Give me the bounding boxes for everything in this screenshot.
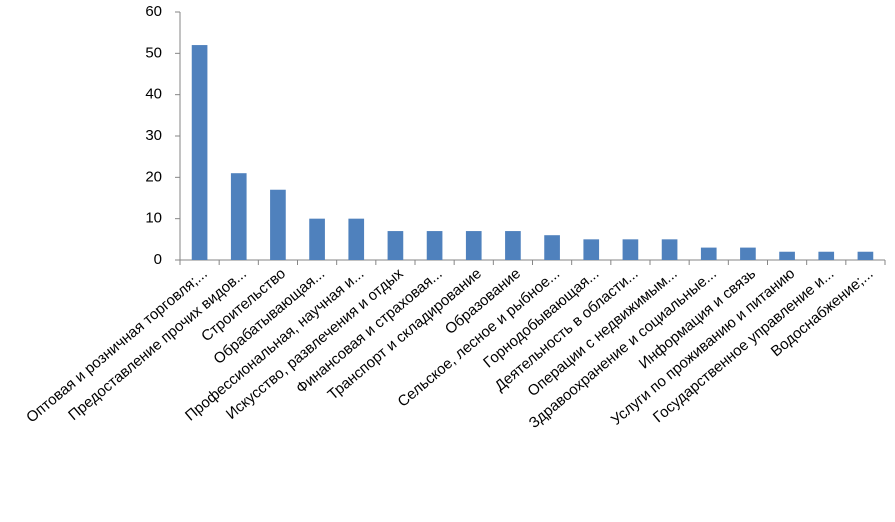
bar — [661, 239, 678, 260]
y-tick-label: 10 — [145, 210, 162, 227]
bar — [191, 45, 208, 260]
y-tick-label: 20 — [145, 168, 162, 185]
y-tick-label: 0 — [154, 251, 162, 268]
y-tick-label: 60 — [145, 3, 162, 20]
bar — [270, 189, 286, 260]
bar — [818, 251, 835, 260]
bar — [426, 231, 443, 260]
y-tick-label: 40 — [145, 86, 162, 103]
bar — [583, 239, 600, 260]
x-tick-label: Оптовая и розничная торговля;... — [23, 265, 211, 426]
bar — [740, 247, 756, 260]
bar — [230, 173, 247, 260]
bar — [387, 231, 404, 260]
bar — [700, 247, 717, 260]
bar — [779, 251, 795, 260]
bar — [348, 218, 365, 260]
bar — [309, 218, 325, 260]
bar — [857, 251, 874, 260]
bar — [505, 231, 521, 260]
y-tick-label: 30 — [145, 127, 162, 144]
bar — [622, 239, 639, 260]
bar — [544, 235, 560, 260]
y-tick-label: 50 — [145, 44, 162, 61]
bar — [465, 231, 482, 260]
